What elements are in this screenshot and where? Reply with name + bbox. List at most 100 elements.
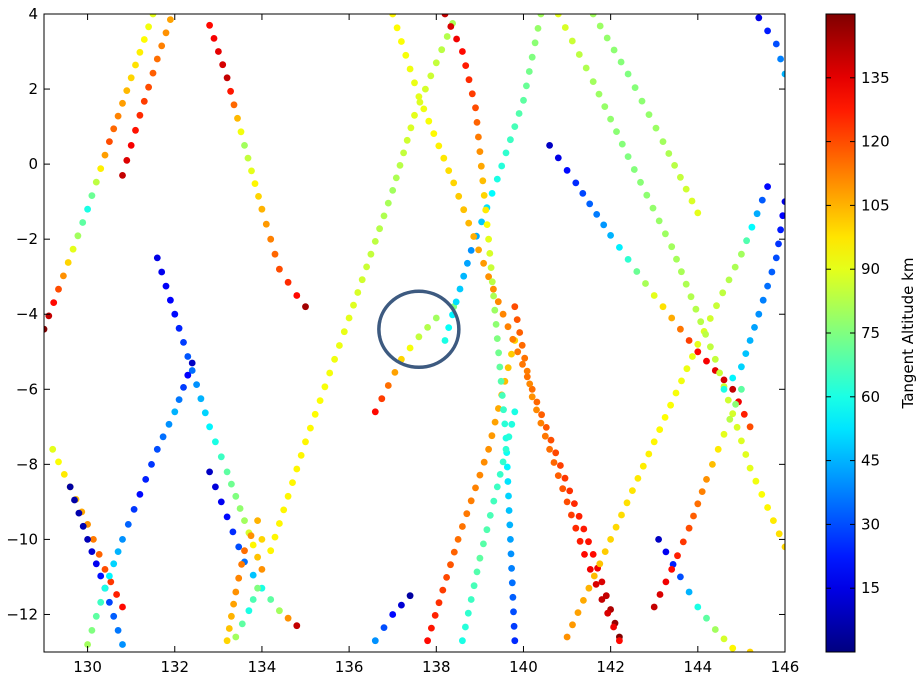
data-point [142,476,150,483]
data-point [492,321,500,328]
data-point [97,572,105,580]
data-point [630,166,638,173]
data-point [479,177,487,185]
colorbar-tick-label: 45 [861,452,880,470]
data-point [493,175,501,183]
data-point [110,612,118,620]
data-point [574,609,582,616]
data-point [60,471,68,478]
data-point [123,157,131,164]
y-tick-label: −12 [6,605,38,623]
data-point [602,592,610,600]
data-point [302,438,309,446]
data-point [389,14,397,18]
data-point [616,637,623,645]
data-point [595,90,603,98]
data-point [119,603,126,611]
data-point [483,221,491,229]
data-point [580,525,588,533]
data-point [217,498,225,506]
data-point [201,409,209,417]
data-point [515,110,523,117]
data-point [262,220,270,228]
data-point [523,82,530,90]
data-point [276,265,283,273]
data-point [238,561,246,568]
data-point [487,264,495,271]
data-point [136,48,144,56]
data-point [55,458,62,466]
data-point [690,512,697,520]
data-point [445,167,453,175]
data-point [101,584,109,592]
data-point [280,506,288,514]
data-point [503,463,511,471]
data-point [459,637,466,645]
data-point [84,536,91,543]
colorbar-tick-label: 15 [861,579,880,597]
data-point [624,153,632,161]
data-point [748,223,756,231]
data-point [432,59,440,67]
data-point [519,360,526,368]
data-point [563,633,571,641]
data-point [95,551,103,558]
data-point [716,369,723,377]
data-point [561,24,569,31]
colorbar-tick-label: 135 [861,69,890,87]
plot-axes: 130 132 134 136 138 140 142 144 146 4 2 0 −2 −4 −6 −8 −1… [6,5,799,675]
data-point [726,415,734,423]
data-point [167,296,174,304]
data-point [123,87,131,94]
data-point [491,306,499,314]
data-point [249,571,257,579]
data-point [406,344,414,352]
data-point [729,385,737,393]
data-point [132,126,139,134]
data-point [467,247,475,254]
data-point [488,190,496,197]
data-point [472,484,479,492]
data-point [668,566,676,573]
colorbar-tick-label: 75 [861,324,880,342]
data-point [232,588,240,596]
data-point [477,162,485,170]
data-point [171,310,179,318]
data-point [206,423,214,431]
data-point [504,323,512,331]
data-point [258,566,266,573]
data-point [655,217,663,225]
data-point [554,154,562,162]
data-point [470,233,478,240]
data-point [677,173,684,181]
data-point [514,348,522,356]
data-point [228,612,235,620]
data-point [162,282,170,290]
data-point [235,574,243,582]
data-point [232,492,240,500]
data-point [633,268,641,275]
data-point [254,553,261,561]
data-point [110,560,118,568]
data-point [478,218,485,226]
data-point [590,572,598,580]
data-point [592,581,600,588]
data-point [508,565,515,572]
data-point [607,536,614,543]
data-point [227,87,235,95]
data-point [516,329,524,336]
colorbar-tick-label: 120 [861,133,890,151]
data-point [284,278,292,286]
data-point [521,354,529,362]
data-point [537,14,545,18]
data-point [462,62,470,69]
data-point [206,21,214,29]
data-point [486,512,494,519]
data-point [345,314,353,322]
data-point [488,278,496,286]
data-point [526,380,534,388]
data-point [45,312,53,320]
data-point [428,624,435,632]
data-point [586,566,594,573]
data-point [460,206,468,214]
